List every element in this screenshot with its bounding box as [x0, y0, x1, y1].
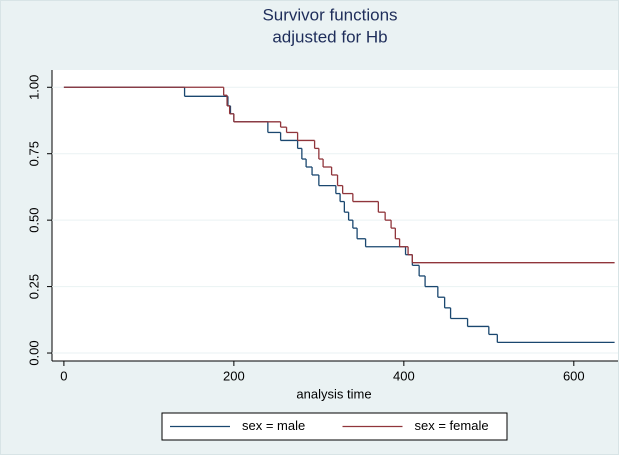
- x-tick-label: 600: [563, 368, 585, 383]
- chart-title: adjusted for Hb: [272, 27, 387, 46]
- y-tick-label: 0.25: [26, 274, 41, 299]
- x-tick-label: 200: [223, 368, 245, 383]
- plot-region: [52, 70, 618, 361]
- x-tick-label: 0: [60, 368, 67, 383]
- x-tick-label: 400: [393, 368, 415, 383]
- legend-label: sex = female: [415, 418, 489, 433]
- legend-label: sex = male: [242, 418, 305, 433]
- y-tick-label: 0.50: [26, 207, 41, 232]
- y-tick-label: 0.75: [26, 141, 41, 166]
- x-axis-label: analysis time: [296, 386, 371, 401]
- y-tick-label: 0.00: [26, 340, 41, 365]
- y-tick-label: 1.00: [26, 75, 41, 100]
- chart-title: Survivor functions: [262, 5, 397, 24]
